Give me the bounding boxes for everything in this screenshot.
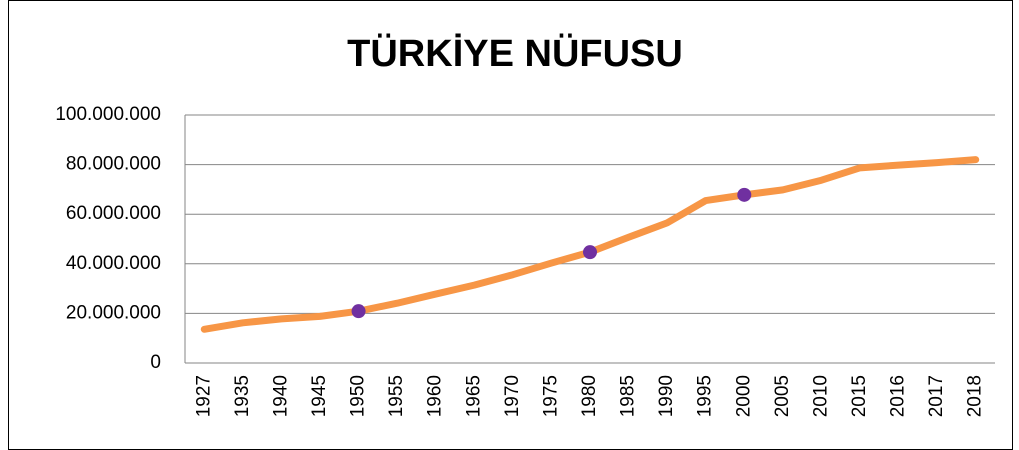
x-tick-label: 1985 [618, 375, 639, 417]
y-tick-label: 20.000.000 [66, 302, 161, 323]
x-tick-label: 1965 [463, 375, 484, 417]
y-tick-label: 40.000.000 [66, 253, 161, 274]
x-tick-label: 2005 [772, 375, 793, 417]
x-tick-label: 2000 [733, 375, 754, 417]
x-tick-label: 1940 [270, 375, 291, 417]
y-tick-label: 60.000.000 [66, 203, 161, 224]
x-tick-label: 1970 [502, 375, 523, 417]
chart-frame [8, 0, 1013, 450]
x-tick-label: 1995 [695, 375, 716, 417]
x-tick-label: 1927 [193, 375, 214, 417]
y-tick-label: 0 [150, 352, 161, 373]
x-tick-label: 1950 [348, 375, 369, 417]
x-tick-label: 2016 [888, 375, 909, 417]
x-tick-label: 1960 [425, 375, 446, 417]
point-marker [351, 304, 366, 319]
x-tick-label: 1945 [309, 375, 330, 417]
x-tick-label: 2017 [926, 375, 947, 417]
x-tick-label: 1990 [656, 375, 677, 417]
x-tick-label: 1935 [232, 375, 253, 417]
point-marker [737, 187, 752, 202]
y-tick-label: 80.000.000 [66, 154, 161, 175]
x-tick-label: 1955 [386, 375, 407, 417]
x-tick-label: 2015 [849, 375, 870, 417]
y-tick-label: 100.000.000 [55, 104, 161, 125]
x-tick-label: 1975 [540, 375, 561, 417]
chart-title: TÜRKİYE NÜFUSU [347, 32, 683, 75]
x-tick-label: 2018 [965, 375, 986, 417]
x-tick-label: 2010 [810, 375, 831, 417]
point-marker [583, 245, 597, 260]
x-tick-label: 1980 [579, 375, 600, 417]
